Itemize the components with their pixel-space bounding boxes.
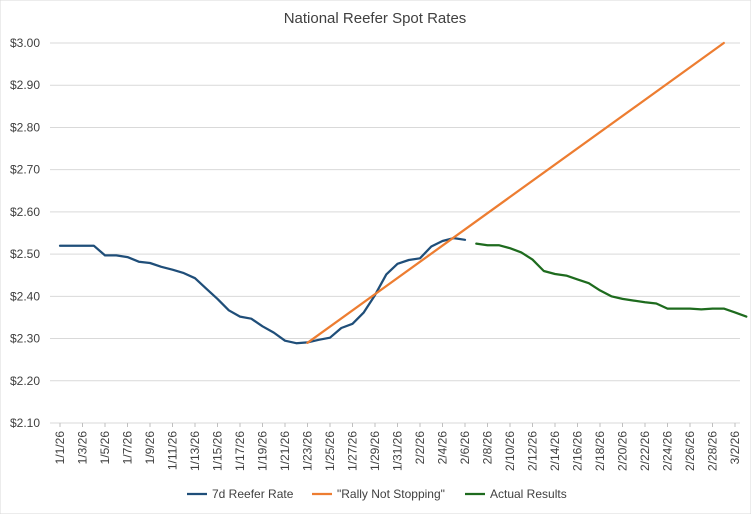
x-tick-label: 1/23/26: [301, 431, 315, 471]
y-axis-ticks: $2.10 $2.20 $2.30 $2.40 $2.50 $2.60 $2.70 $2.80…: [10, 36, 40, 430]
y-tick-label: $2.10: [10, 416, 40, 430]
x-axis-ticks: 1/1/26 1/3/26 1/5/26 1/7/26 1/9/26 1/11/26 1/1…: [53, 423, 742, 471]
x-tick-label: 3/2/26: [728, 431, 742, 465]
x-tick-label: 1/1/26: [53, 431, 67, 465]
x-tick-label: 2/14/26: [548, 431, 562, 471]
chart-title: National Reefer Spot Rates: [284, 10, 467, 27]
legend: 7d Reefer Rate "Rally Not Stopping" Actual…: [187, 487, 567, 501]
x-tick-label: 2/16/26: [571, 431, 585, 471]
x-tick-label: 2/6/26: [458, 431, 472, 465]
x-tick-label: 1/11/26: [166, 431, 180, 470]
x-tick-label: 2/12/26: [526, 431, 540, 471]
x-tick-label: 1/9/26: [143, 431, 157, 465]
x-tick-label: 1/31/26: [391, 431, 405, 471]
x-tick-label: 1/15/26: [211, 431, 225, 471]
x-tick-label: 2/26/26: [683, 431, 697, 471]
y-tick-label: $2.80: [10, 120, 40, 134]
x-tick-label: 1/25/26: [323, 431, 337, 471]
gridlines: [50, 42, 740, 424]
y-tick-label: $2.20: [10, 374, 40, 388]
series-line-1: [306, 41, 725, 344]
legend-label: "Rally Not Stopping": [337, 487, 445, 501]
x-tick-label: 2/28/26: [706, 431, 720, 471]
x-tick-label: 1/17/26: [233, 431, 247, 471]
y-tick-label: $2.70: [10, 163, 40, 177]
series-line-0: [58, 236, 467, 345]
series-lines: [58, 41, 748, 345]
x-tick-label: 1/3/26: [76, 431, 90, 465]
x-tick-label: 1/21/26: [278, 431, 292, 471]
x-tick-label: 2/10/26: [503, 431, 517, 471]
x-tick-label: 2/2/26: [413, 431, 427, 465]
x-tick-label: 1/7/26: [121, 431, 135, 465]
legend-label: 7d Reefer Rate: [212, 487, 294, 501]
x-tick-label: 2/4/26: [436, 431, 450, 465]
x-tick-label: 2/22/26: [638, 431, 652, 471]
y-tick-label: $2.40: [10, 289, 40, 303]
x-tick-label: 1/27/26: [346, 431, 360, 471]
x-tick-label: 1/5/26: [98, 431, 112, 465]
series-line-2: [475, 242, 748, 318]
x-tick-label: 1/19/26: [256, 431, 270, 471]
legend-label: Actual Results: [490, 487, 567, 501]
y-tick-label: $2.50: [10, 247, 40, 261]
y-tick-label: $2.60: [10, 205, 40, 219]
x-tick-label: 2/18/26: [593, 431, 607, 471]
x-tick-label: 2/24/26: [661, 431, 675, 471]
y-tick-label: $3.00: [10, 36, 40, 50]
x-tick-label: 1/13/26: [188, 431, 202, 471]
x-tick-label: 1/29/26: [368, 431, 382, 471]
y-tick-label: $2.90: [10, 78, 40, 92]
x-tick-label: 2/8/26: [481, 431, 495, 465]
y-tick-label: $2.30: [10, 332, 40, 346]
x-tick-label: 2/20/26: [616, 431, 630, 471]
